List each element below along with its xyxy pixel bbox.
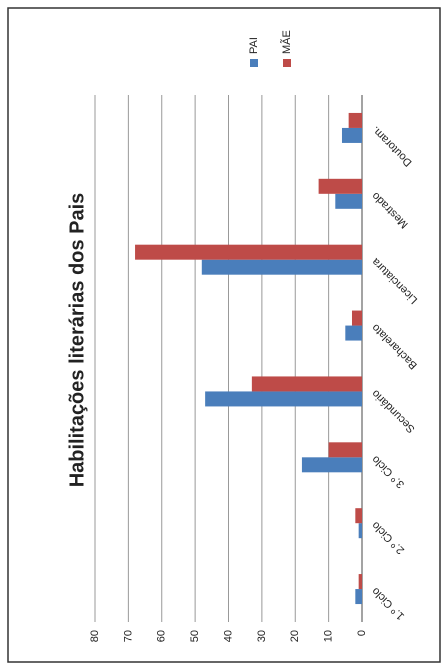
bar [135,244,362,260]
bar [335,193,362,209]
bar [358,523,363,539]
bar [251,376,362,392]
y-tick-label: 40 [222,630,234,642]
legend-label: MÃE [280,30,293,54]
bar [355,508,363,524]
y-tick-label: 0 [356,630,368,636]
y-tick-label: 60 [156,630,168,642]
bar [341,127,363,143]
legend-swatch [250,59,258,67]
frame [7,7,441,663]
legend-swatch [283,59,291,67]
bar [348,112,362,128]
y-tick-label: 20 [289,630,301,642]
y-tick-label: 10 [323,630,335,642]
bar [201,259,362,275]
y-tick-label: 70 [122,630,134,642]
bar [351,310,362,326]
y-tick-label: 50 [189,630,201,642]
bar [205,391,362,407]
bar [345,325,362,341]
bar [355,589,363,605]
bar [318,178,362,194]
legend-label: PAI [248,37,260,54]
bar [301,457,362,473]
bar [328,442,362,458]
chart-title: Habilitações literárias dos Pais [66,193,88,488]
bar [358,574,363,590]
y-tick-label: 30 [256,630,268,642]
y-tick-label: 80 [89,630,101,642]
